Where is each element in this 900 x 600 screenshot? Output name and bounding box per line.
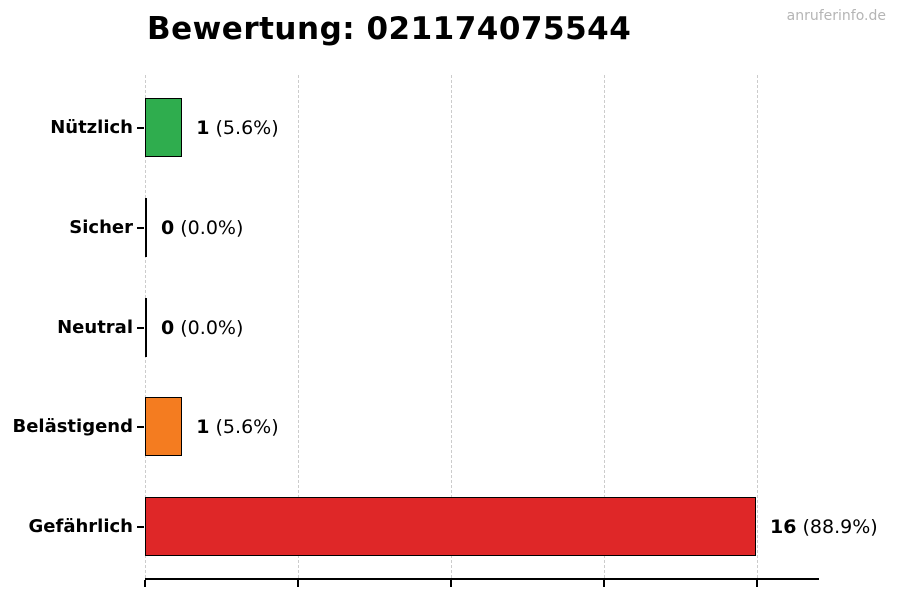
category-label-3: Belästigend	[12, 416, 133, 438]
value-percent-1: (0.0%)	[174, 216, 244, 239]
value-label-3: 1 (5.6%)	[196, 415, 278, 439]
y-axis-tick-4	[137, 526, 144, 529]
gridline-x-12	[604, 75, 605, 578]
value-label-2: 0 (0.0%)	[161, 316, 243, 340]
value-count-3: 1	[196, 416, 210, 439]
value-count-1: 0	[161, 216, 175, 239]
x-axis-tick-12	[603, 580, 605, 587]
chart-title: Bewertung: 021174075544	[147, 11, 632, 47]
value-percent-0: (5.6%)	[209, 117, 279, 139]
category-label-1: Sicher	[69, 216, 133, 238]
gridline-x-8	[451, 75, 452, 578]
value-label-1: 0 (0.0%)	[161, 216, 243, 240]
x-axis-tick-0	[144, 580, 146, 587]
value-count-0: 1	[196, 117, 210, 139]
value-percent-2: (0.0%)	[174, 316, 244, 339]
bar-belstigend	[145, 397, 183, 457]
category-label-0: Nützlich	[50, 117, 133, 138]
value-percent-4: (88.9%)	[796, 516, 878, 539]
gridline-x-16	[757, 75, 758, 578]
bar-ntzlich	[145, 98, 183, 157]
y-axis-tick-3	[137, 426, 144, 429]
y-axis-tick-2	[137, 326, 144, 329]
x-axis-tick-8	[450, 580, 452, 587]
gridline-x-4	[298, 75, 299, 578]
x-axis-tick-16	[756, 580, 758, 587]
value-percent-3: (5.6%)	[209, 416, 279, 439]
category-label-4: Gefährlich	[28, 516, 133, 538]
value-count-4: 16	[770, 516, 797, 539]
bar-neutral	[145, 297, 147, 357]
value-label-0: 1 (5.6%)	[196, 116, 278, 140]
y-axis-tick-1	[137, 226, 144, 229]
bar-sicher	[145, 197, 147, 257]
watermark-anruferinfo: anruferinfo.de	[786, 8, 886, 24]
y-axis-tick-0	[137, 127, 144, 129]
category-label-2: Neutral	[57, 316, 133, 338]
value-count-2: 0	[161, 316, 175, 339]
x-axis-tick-4	[297, 580, 299, 587]
bar-gefhrlich	[145, 497, 756, 557]
value-label-4: 16 (88.9%)	[770, 515, 878, 539]
